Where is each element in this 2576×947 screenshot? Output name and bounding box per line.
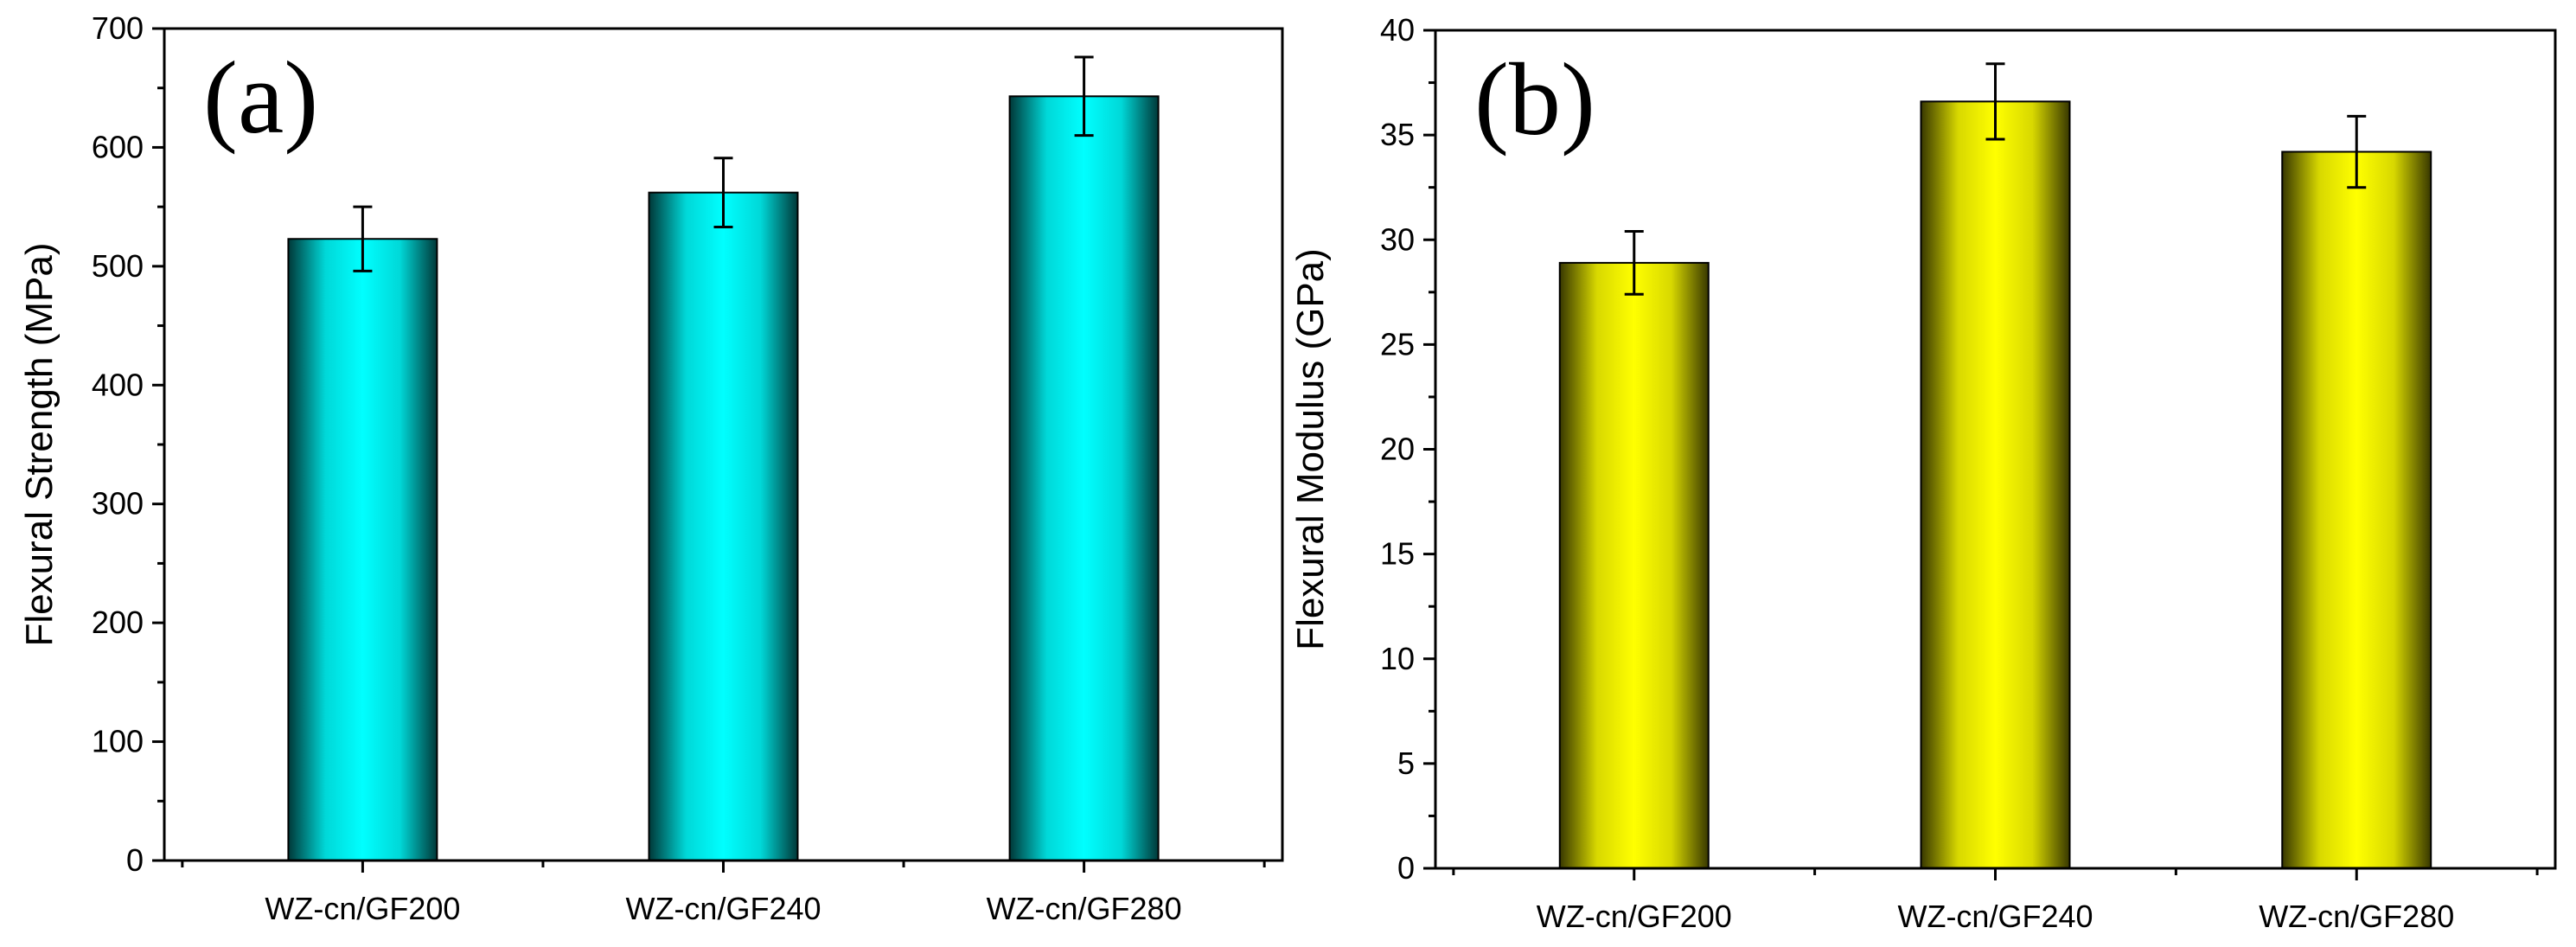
y-axis-title-b: Flexural Modulus (GPa) (1289, 248, 1332, 650)
bar-b-0 (1558, 261, 1710, 869)
y-tick-label-a-2: 200 (92, 605, 144, 640)
y-axis-title-a: Flexural Strength (MPa) (18, 242, 61, 646)
y-tick-label-a-0: 0 (126, 842, 144, 878)
panel-label-b: (b) (1474, 42, 1595, 157)
x-tick-label-b-0: WZ-cn/GF200 (1537, 899, 1732, 934)
bar-a-0 (287, 238, 438, 861)
y-tick-label-a-5: 500 (92, 248, 144, 284)
y-tick-label-b-5: 25 (1380, 326, 1415, 362)
y-tick-label-b-6: 30 (1380, 221, 1415, 257)
x-tick-label-b-2: WZ-cn/GF280 (2259, 899, 2454, 934)
panel-a: WZ-cn/GF200 WZ-cn/GF240 WZ-cn/GF280 0 100 200… (18, 10, 1284, 926)
y-tick-label-b-4: 20 (1380, 432, 1415, 467)
bar-a-2 (1008, 95, 1160, 861)
x-tick-label-a-0: WZ-cn/GF200 (265, 891, 460, 926)
y-tick-label-b-7: 35 (1380, 117, 1415, 152)
x-tick-label-a-1: WZ-cn/GF240 (625, 891, 821, 926)
bar-b-1 (1920, 100, 2071, 870)
y-tick-label-a-1: 100 (92, 724, 144, 759)
y-tick-label-a-7: 700 (92, 10, 144, 46)
y-tick-label-b-1: 5 (1397, 745, 1415, 781)
y-tick-label-a-3: 300 (92, 486, 144, 521)
panel-label-a: (a) (203, 40, 318, 155)
y-tick-label-b-3: 15 (1380, 536, 1415, 572)
x-tick-label-a-2: WZ-cn/GF280 (987, 891, 1182, 926)
panel-b: WZ-cn/GF200 WZ-cn/GF240 WZ-cn/GF280 0 5 10 15 2… (1289, 12, 2557, 934)
y-tick-label-b-8: 40 (1380, 12, 1415, 48)
bar-a-1 (648, 191, 799, 861)
bar-b-2 (2281, 150, 2432, 869)
y-tick-label-b-2: 10 (1380, 641, 1415, 676)
x-tick-label-b-1: WZ-cn/GF240 (1897, 899, 2093, 934)
y-tick-label-b-0: 0 (1397, 850, 1415, 886)
y-tick-label-a-4: 400 (92, 367, 144, 402)
y-tick-label-a-6: 600 (92, 129, 144, 164)
